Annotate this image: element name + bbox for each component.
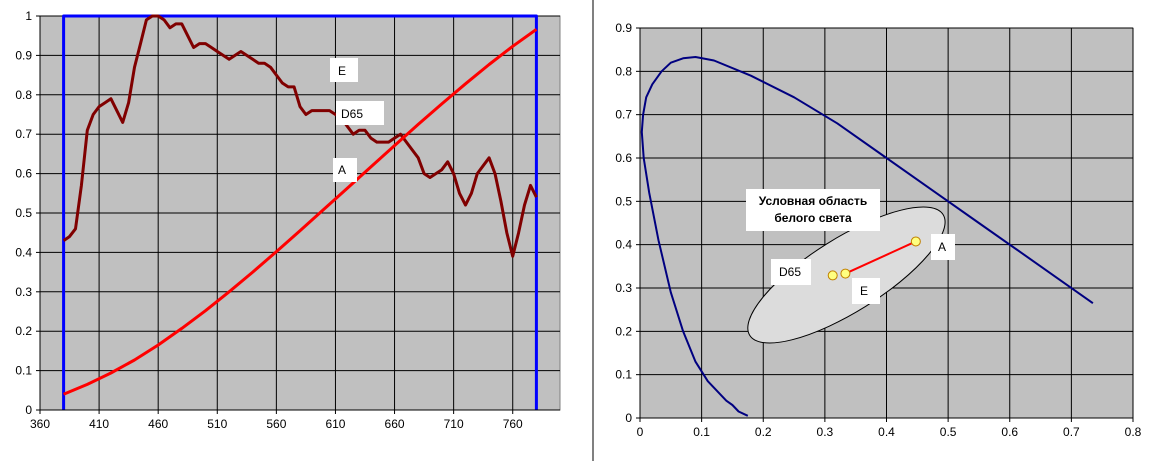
x-tick-label: 0 xyxy=(637,425,644,439)
x-tick-label: 360 xyxy=(30,417,50,431)
white-region-label-line-2: белого света xyxy=(774,211,852,225)
series-line-a xyxy=(63,28,538,396)
label-a-bg xyxy=(333,158,357,182)
x-tick-label: 0.7 xyxy=(1063,425,1080,439)
point-label-d65-text: D65 xyxy=(779,265,801,279)
connector-line xyxy=(844,240,917,275)
source-connector xyxy=(844,240,917,275)
y-tick-label: 0.5 xyxy=(15,206,32,220)
y-tick-label: 0.4 xyxy=(15,245,32,259)
point-e xyxy=(840,268,851,279)
x-tick-label: 0.8 xyxy=(1125,425,1142,439)
series-labels: E D65 A xyxy=(330,58,384,182)
point-label-d65-bg xyxy=(771,259,811,285)
y-tick-label: 0.2 xyxy=(15,324,32,338)
point-label-a: A xyxy=(931,234,955,260)
x-tick-label: 510 xyxy=(207,417,227,431)
label-e-text: E xyxy=(338,64,346,78)
x-tick-label: 460 xyxy=(148,417,168,431)
y-tick-label: 0.1 xyxy=(615,368,632,382)
x-tick-label: 0.6 xyxy=(1001,425,1018,439)
x-tick-label: 0.3 xyxy=(817,425,834,439)
label-a: A xyxy=(333,158,357,182)
point-label-a-text: A xyxy=(938,240,946,254)
axes: 0 0.1 0.2 0.3 0.4 0.5 0.6 0.7 0.8 0.9 0 0.1 0.2 0.3 0.… xyxy=(615,21,1141,439)
series-line-e xyxy=(62,14,538,410)
y-tick-label: 0.9 xyxy=(615,21,632,35)
point-label-a-bg xyxy=(931,234,955,260)
y-tick-label: 0.1 xyxy=(15,364,32,378)
label-e-bg xyxy=(330,58,358,82)
spectral-locus xyxy=(640,56,1094,417)
y-tick-label: 0.8 xyxy=(615,64,632,78)
y-tick-label: 1 xyxy=(25,9,32,23)
y-tick-label: 0 xyxy=(625,411,632,425)
white-region-label-line-1: Условная область xyxy=(759,194,867,208)
y-tick-label: 0.7 xyxy=(615,108,632,122)
x-tick-label: 0.1 xyxy=(693,425,710,439)
y-tick-label: 0.2 xyxy=(615,324,632,338)
white-region-label-bg xyxy=(746,189,880,231)
y-tick-label: 0.4 xyxy=(615,238,632,252)
point-label-e-text: E xyxy=(860,284,868,298)
y-tick-label: 0.9 xyxy=(15,48,32,62)
y-tick-label: 0.6 xyxy=(615,151,632,165)
point-label-e: E xyxy=(852,278,880,304)
locus-line xyxy=(640,56,1094,417)
x-tick-label: 660 xyxy=(385,417,405,431)
point-label-e-bg xyxy=(852,278,880,304)
chromaticity-chart: 0 0.1 0.2 0.3 0.4 0.5 0.6 0.7 0.8 0.9 0 0.1 0.2 0.3 0.… xyxy=(615,21,1141,439)
x-tick-label: 0.2 xyxy=(755,425,772,439)
point-label-d65: D65 xyxy=(771,259,811,285)
y-tick-label: 0 xyxy=(25,403,32,417)
y-tick-label: 0.7 xyxy=(15,127,32,141)
x-tick-label: 760 xyxy=(503,417,523,431)
y-tick-label: 0.5 xyxy=(615,194,632,208)
x-tick-label: 410 xyxy=(89,417,109,431)
white-region-label: Условная область белого света xyxy=(746,189,880,231)
x-tick-label: 0.5 xyxy=(940,425,957,439)
y-tick-label: 0.3 xyxy=(15,285,32,299)
source-points xyxy=(827,236,921,281)
label-d65: D65 xyxy=(336,101,384,125)
point-a xyxy=(910,236,921,247)
label-d65-text: D65 xyxy=(341,107,363,121)
label-d65-bg xyxy=(336,101,384,125)
x-tick-label: 710 xyxy=(444,417,464,431)
x-tick-label: 0.4 xyxy=(878,425,895,439)
label-e: E xyxy=(330,58,358,82)
series-line-d65 xyxy=(62,14,538,258)
axes: 0 0.1 0.2 0.3 0.4 0.5 0.6 0.7 0.8 0.9 1 360 410 460 51… xyxy=(15,9,560,431)
y-tick-label: 0.6 xyxy=(15,167,32,181)
y-tick-label: 0.8 xyxy=(15,88,32,102)
label-a-text: A xyxy=(338,163,346,177)
spectral-chart: 0 0.1 0.2 0.3 0.4 0.5 0.6 0.7 0.8 0.9 1 360 410 460 51… xyxy=(15,9,561,431)
x-tick-label: 610 xyxy=(325,417,345,431)
x-tick-label: 560 xyxy=(266,417,286,431)
series-group xyxy=(62,14,538,410)
point-d65 xyxy=(827,270,838,281)
y-tick-label: 0.3 xyxy=(615,281,632,295)
